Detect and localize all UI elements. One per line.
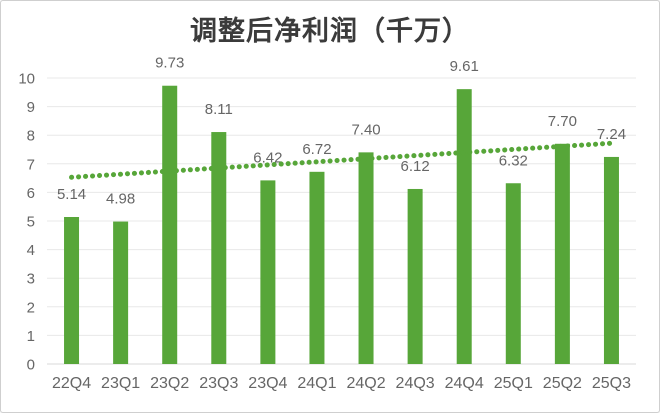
svg-text:0: 0 [27,357,35,374]
svg-text:4.98: 4.98 [106,191,135,208]
svg-text:4: 4 [27,242,35,259]
svg-text:9.61: 9.61 [450,58,479,75]
svg-text:23Q1: 23Q1 [101,375,140,392]
svg-text:8.11: 8.11 [205,101,233,118]
svg-text:24Q4: 24Q4 [445,375,484,392]
svg-text:24Q2: 24Q2 [346,375,385,392]
svg-text:7.70: 7.70 [548,113,577,130]
svg-text:23Q2: 23Q2 [150,375,189,392]
svg-text:6: 6 [27,185,35,202]
svg-text:25Q3: 25Q3 [592,375,631,392]
svg-text:23Q3: 23Q3 [199,375,238,392]
svg-text:25Q1: 25Q1 [494,375,533,392]
svg-text:7.40: 7.40 [351,121,380,138]
svg-text:3: 3 [27,271,35,288]
svg-text:23Q4: 23Q4 [248,375,287,392]
svg-text:2: 2 [27,299,35,316]
svg-text:7: 7 [27,156,35,173]
svg-text:9: 9 [27,99,35,116]
svg-text:24Q1: 24Q1 [297,375,336,392]
svg-text:9.73: 9.73 [155,55,184,72]
svg-text:22Q4: 22Q4 [52,375,91,392]
svg-text:24Q3: 24Q3 [396,375,435,392]
svg-text:7.24: 7.24 [597,126,626,143]
svg-text:10: 10 [18,71,35,88]
svg-text:25Q2: 25Q2 [543,375,582,392]
svg-text:1: 1 [27,328,35,345]
svg-text:6.72: 6.72 [302,141,331,158]
svg-text:5.14: 5.14 [57,186,86,203]
svg-text:8: 8 [27,128,35,145]
svg-text:6.12: 6.12 [401,158,430,175]
svg-text:6.32: 6.32 [499,152,528,169]
svg-text:5: 5 [27,214,35,231]
